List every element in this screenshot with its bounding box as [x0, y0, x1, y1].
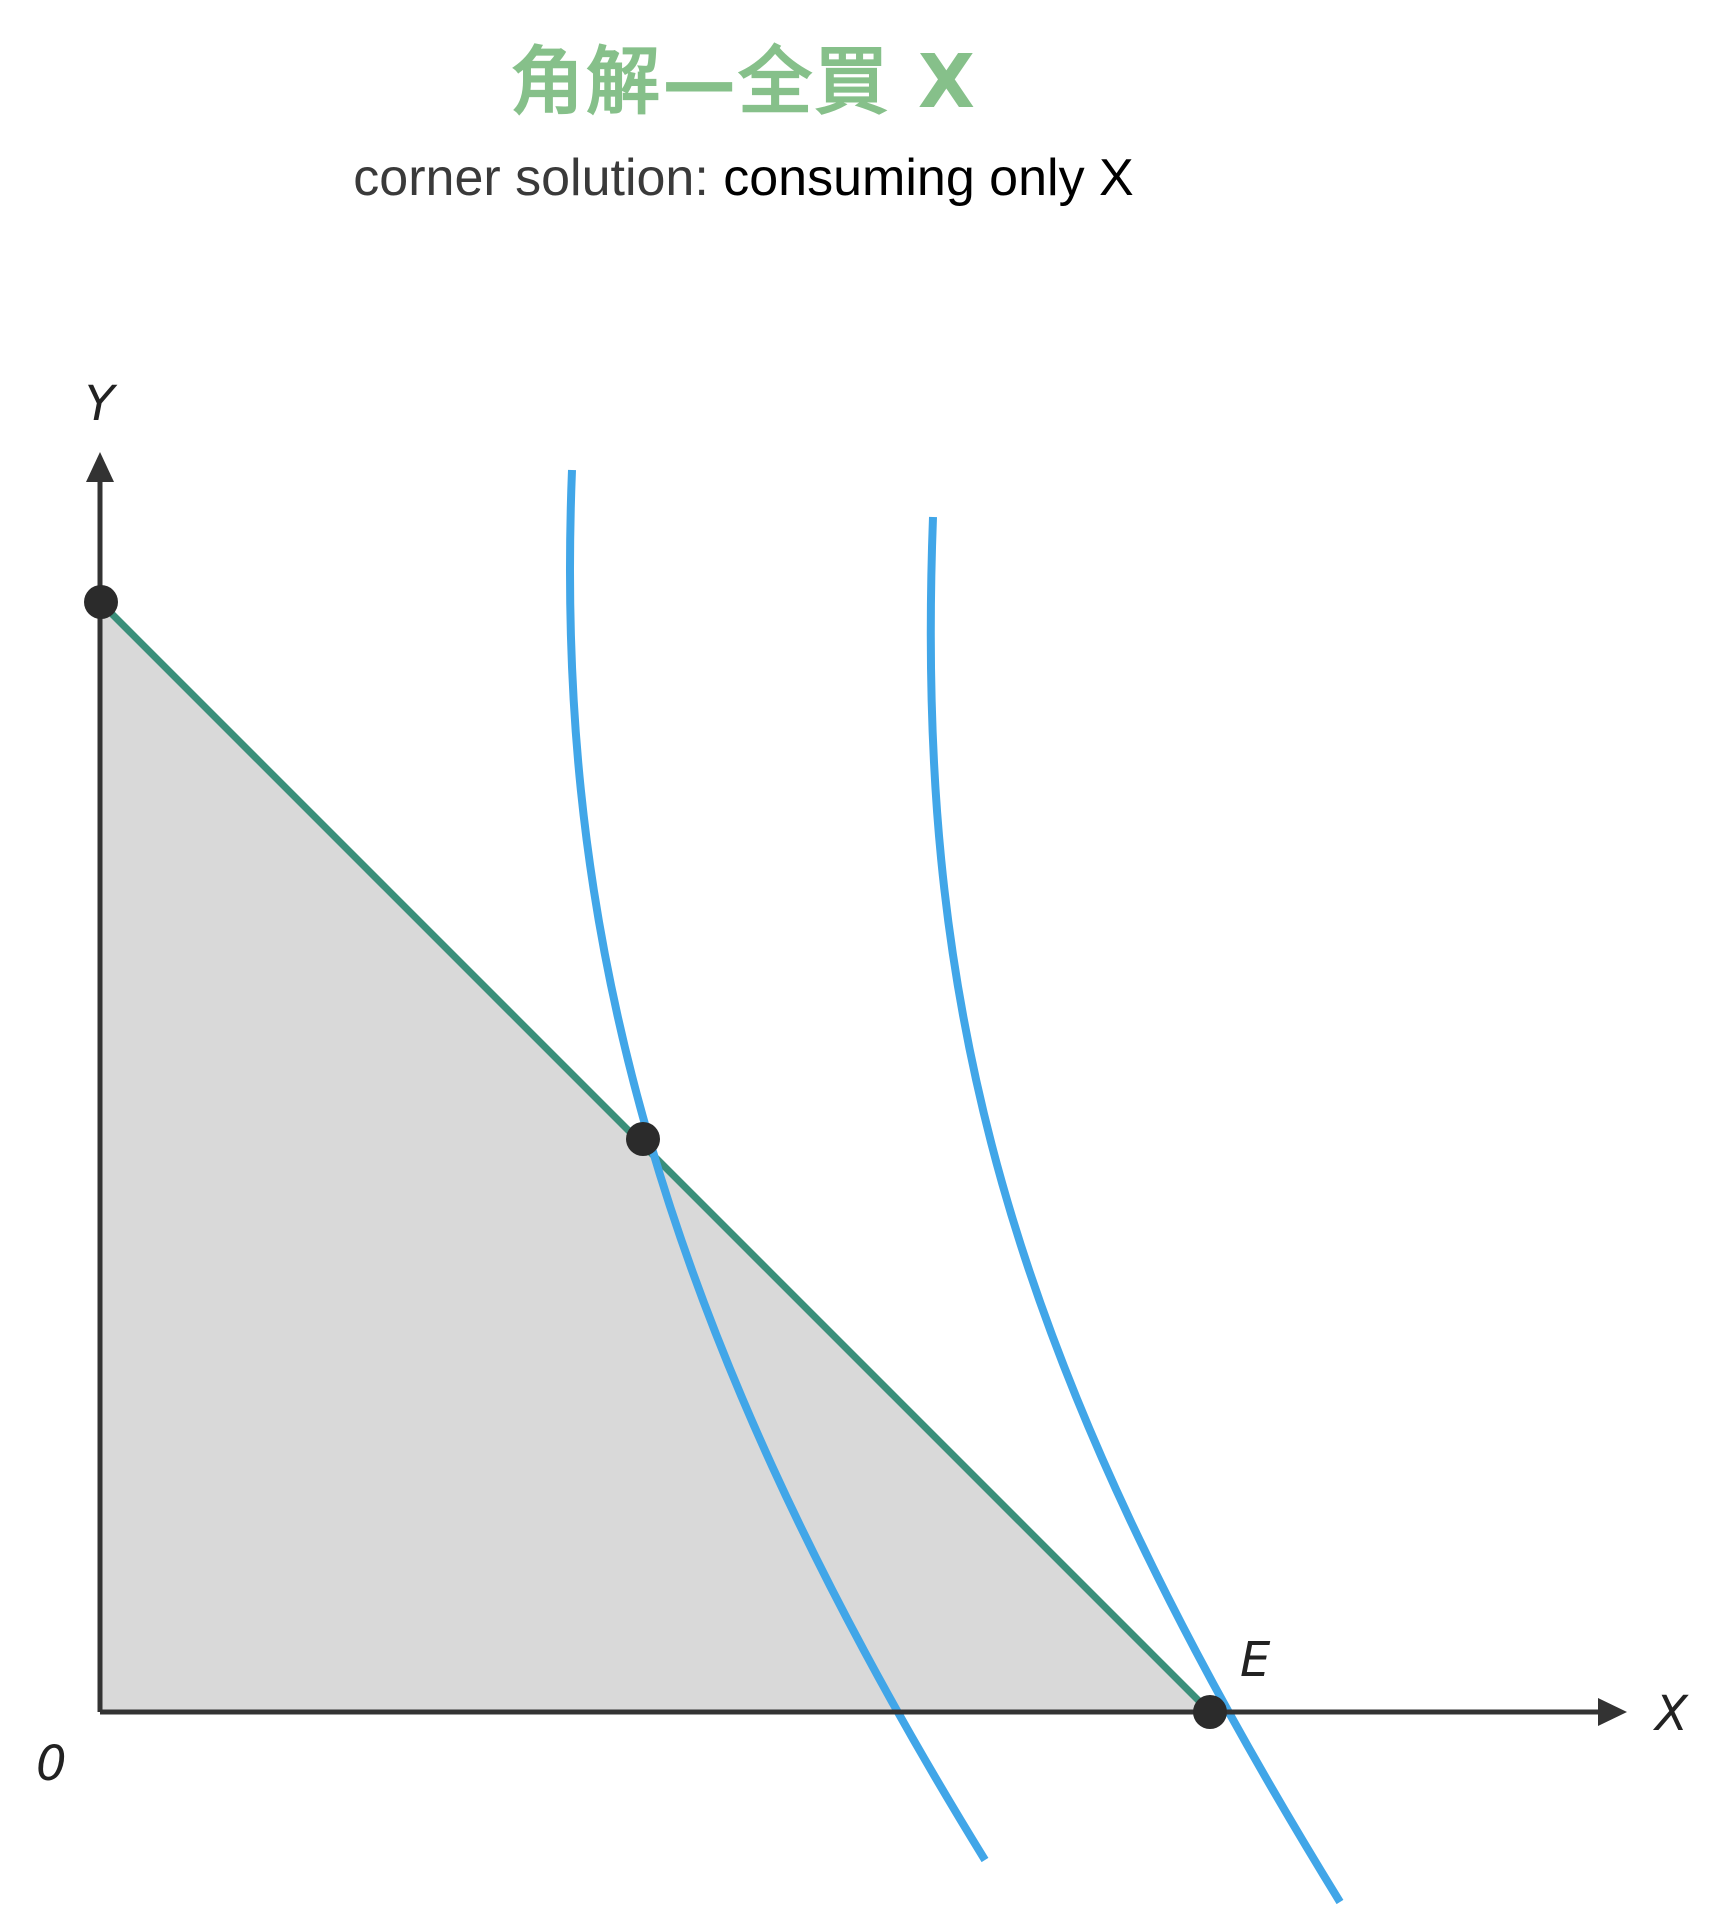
y-axis-label: Y [85, 376, 118, 432]
equilibrium-point-e [1193, 1695, 1227, 1729]
diagram-title: 角解—全買 X [510, 39, 977, 125]
origin-label: 0 [36, 1736, 67, 1792]
budget-line-y-intercept-point [84, 585, 118, 619]
tangency-crossing-point [626, 1122, 660, 1156]
x-axis-label: X [1652, 1686, 1689, 1742]
y-axis-arrowhead [86, 452, 114, 482]
indifference-curve-lower [565, 469, 989, 1863]
equilibrium-label: E [1240, 1632, 1271, 1688]
diagram-subtitle: corner solution: consuming only X [0, 148, 1487, 208]
subtitle-part-corner-solution: corner solution: [353, 149, 709, 207]
indifference-curve-higher [926, 516, 1344, 1905]
subtitle-part-consuming-only-x: consuming only X [723, 149, 1134, 207]
x-axis-arrowhead [1598, 1698, 1627, 1726]
